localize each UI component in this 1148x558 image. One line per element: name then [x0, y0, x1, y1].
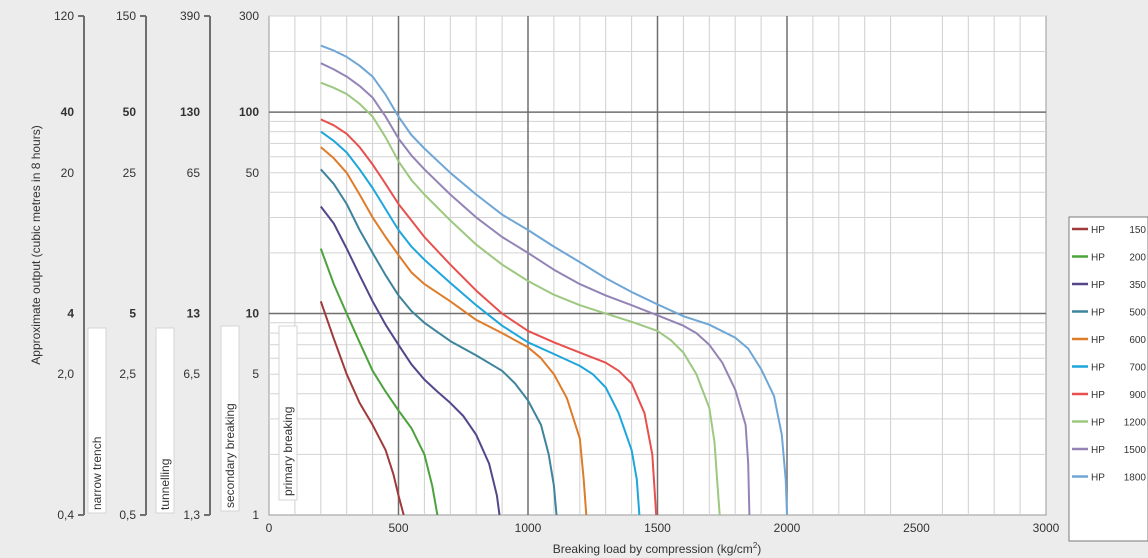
y-tick-label: 50	[246, 166, 260, 180]
category-box	[220, 325, 240, 512]
legend-value: 1200	[1124, 418, 1147, 429]
x-tick-label: 2500	[903, 521, 930, 535]
axis-tick-label: 25	[123, 166, 137, 180]
legend-label: HP	[1091, 418, 1105, 429]
legend-value: 900	[1129, 390, 1146, 401]
axis-tick-label: 130	[180, 105, 200, 119]
secondary-axis-tunnelling: 150 50 25 5 2,5 0,5 tunnelling	[116, 9, 175, 522]
legend-label: HP	[1091, 390, 1105, 401]
category-label: secondary breaking	[223, 403, 237, 508]
secondary-axis-secondary-breaking: 390 130 65 13 6,5 1,3 secondary breaking	[180, 9, 240, 522]
legend-value: 150	[1129, 225, 1146, 236]
series-line-hp-600	[320, 146, 588, 515]
axis-tick-label: 6,5	[183, 367, 200, 381]
series-line-hp-350	[320, 205, 501, 515]
legend-value: 1800	[1124, 473, 1147, 484]
legend-label: HP	[1091, 335, 1105, 346]
axis-tick-label: 1,3	[183, 508, 200, 522]
category-box	[87, 327, 107, 514]
series-line-hp-900	[320, 118, 658, 515]
y-tick-label: 5	[252, 367, 259, 381]
legend-value: 350	[1129, 280, 1146, 291]
axis-tick-label: 50	[123, 105, 137, 119]
x-tick-label: 2000	[774, 521, 801, 535]
axis-tick-label: 4	[67, 307, 74, 321]
x-tick-label: 1000	[515, 521, 542, 535]
legend-label: HP	[1091, 253, 1105, 264]
legend-box	[1068, 216, 1148, 542]
series-line-hp-1500	[320, 62, 751, 515]
axis-tick-label: 5	[129, 307, 136, 321]
legend-value: 600	[1129, 335, 1146, 346]
y-tick-label: 1	[252, 508, 259, 522]
category-box	[278, 325, 298, 501]
category-label: tunnelling	[158, 459, 172, 510]
legend-label: HP	[1091, 363, 1105, 374]
y-tick-label: 300	[239, 9, 259, 23]
legend: HP 150 HP 200 HP 350 HP 500 HP 600 HP 700 HP 900 HP 120…	[1068, 216, 1148, 542]
legend-label: HP	[1091, 308, 1105, 319]
series-line-hp-1800	[320, 44, 788, 515]
series-line-hp-200	[319, 248, 439, 515]
series-line-hp-500	[320, 168, 558, 515]
y-tick-label: 100	[239, 105, 259, 119]
y-axis-label: Approximate output (cubic metres in 8 ho…	[29, 125, 43, 364]
legend-value: 500	[1129, 308, 1146, 319]
legend-label: HP	[1091, 225, 1105, 236]
secondary-axis-narrow-trench: 120 40 20 4 2,0 0,4 narrow trench	[54, 9, 107, 522]
axis-tick-label: 2,5	[119, 367, 136, 381]
axis-tick-label: 65	[187, 166, 201, 180]
x-tick-label: 3000	[1033, 521, 1060, 535]
axis-tick-label: 40	[61, 105, 75, 119]
x-tick-label: 1500	[644, 521, 671, 535]
axis-tick-label: 0,4	[57, 508, 74, 522]
category-box	[155, 327, 175, 514]
axis-tick-label: 390	[180, 9, 200, 23]
legend-value: 700	[1129, 363, 1146, 374]
category-label: primary breaking	[281, 407, 295, 496]
x-tick-label: 0	[266, 521, 273, 535]
legend-value: 200	[1129, 253, 1146, 264]
series-line-hp-700	[320, 130, 641, 515]
x-tick-label: 500	[388, 521, 408, 535]
legend-label: HP	[1091, 280, 1105, 291]
axis-tick-label: 120	[54, 9, 74, 23]
legend-label: HP	[1091, 473, 1105, 484]
series-line-hp-150	[319, 300, 405, 515]
y-tick-label: 10	[246, 307, 260, 321]
axis-tick-label: 0,5	[119, 508, 136, 522]
x-axis-label: Breaking load by compression (kg/cm2)	[553, 541, 762, 556]
axis-tick-label: 20	[61, 166, 75, 180]
axis-tick-label: 150	[116, 9, 136, 23]
legend-label: HP	[1091, 445, 1105, 456]
category-label: narrow trench	[90, 437, 104, 510]
series-line-hp-1200	[320, 81, 721, 515]
legend-value: 1500	[1124, 445, 1147, 456]
axis-tick-label: 13	[187, 307, 201, 321]
axis-tick-label: 2,0	[57, 367, 74, 381]
